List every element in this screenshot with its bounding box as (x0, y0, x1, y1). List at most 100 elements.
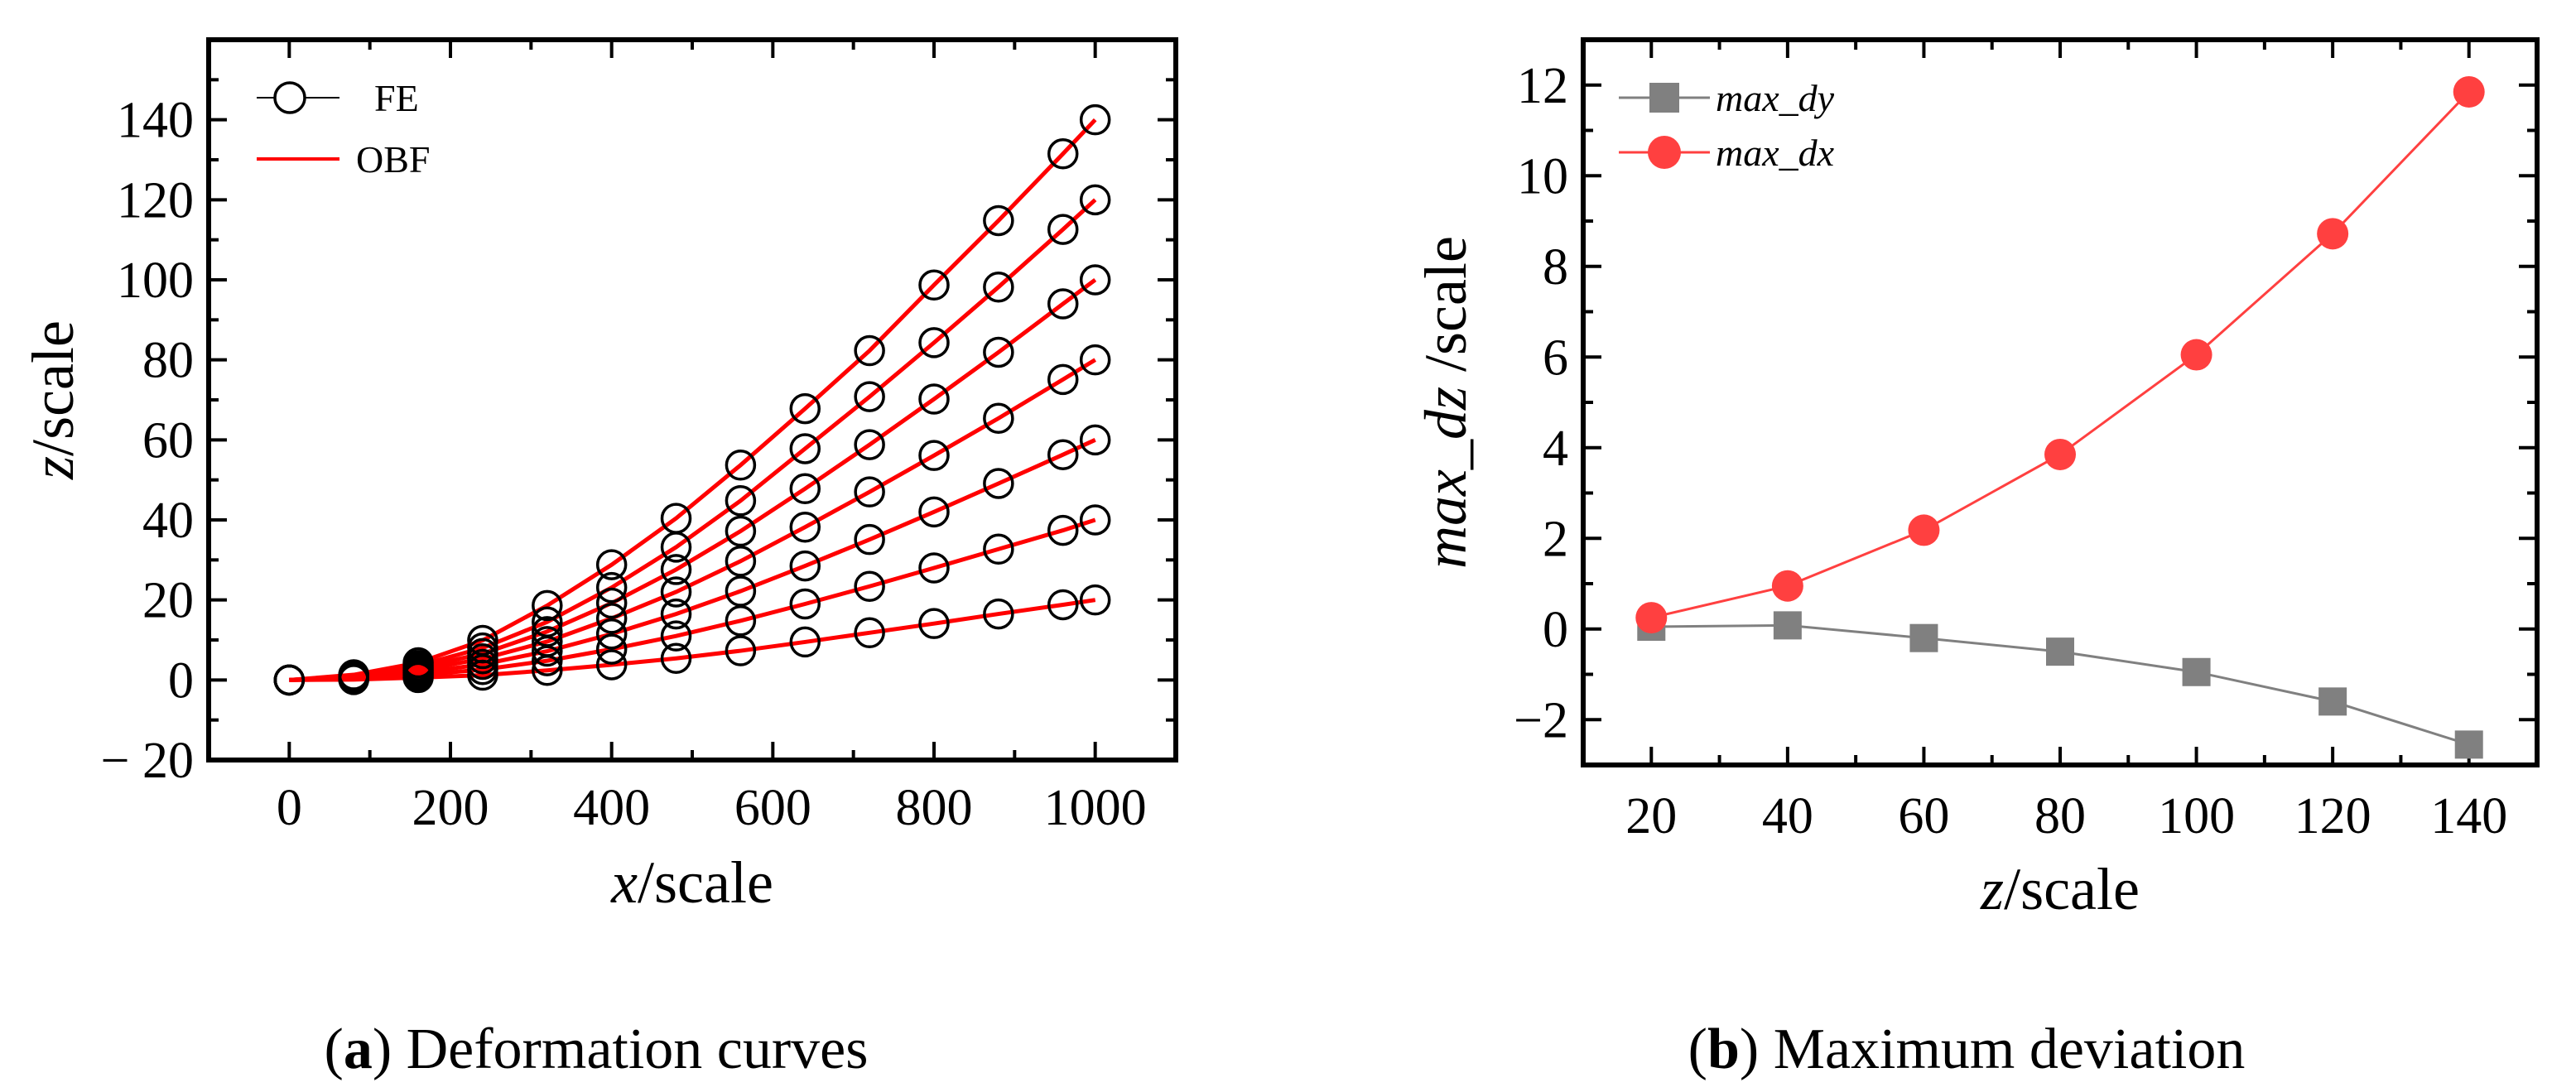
y-tick-label: 0 (168, 652, 194, 709)
y-axis-variable: max_dz (1413, 387, 1479, 569)
chart-a-y-axis-label: z/scale (20, 320, 86, 480)
fe-point (1079, 264, 1111, 296)
fe-point (854, 381, 885, 412)
chart-a-tick-labels: 0 200 400 600 800 1000 − 20 0 20 40 60 80 100 120 140 (101, 93, 1147, 836)
y-tick-label: 12 (1517, 58, 1568, 114)
y-tick-label: 2 (1543, 511, 1568, 567)
fe-point (595, 649, 628, 681)
chart-a: 0 200 400 600 800 1000− 20020406080100120140 … (20, 37, 1178, 1081)
max_dx-point (1908, 514, 1940, 546)
x-axis-variable: z (1980, 856, 2004, 922)
x-tick-label: 0 (277, 780, 302, 836)
fe-point (918, 440, 950, 471)
legend-fe-marker (273, 81, 306, 114)
fe-point (532, 589, 563, 622)
max_dy-point (2182, 657, 2211, 686)
fe-point (595, 587, 628, 619)
x-tick-label: 800 (896, 780, 973, 836)
fe-point (595, 618, 628, 650)
max_dx-point (2317, 218, 2349, 250)
max_dx-point (1635, 602, 1668, 634)
y-tick-label: 40 (142, 493, 194, 549)
chart-a-ticks (207, 38, 1177, 762)
y-tick-label: − 20 (101, 733, 194, 789)
fe-point (789, 511, 821, 543)
fe-point (1047, 589, 1079, 621)
max_dx-point (2453, 75, 2485, 108)
fe-point (983, 468, 1014, 499)
fe-point (983, 402, 1014, 434)
fe-point (918, 552, 950, 584)
y-tick-label: 100 (117, 253, 194, 309)
fe-point (532, 606, 563, 637)
legend-max-dy-label: max_dy (1716, 77, 1835, 119)
chart-b-series (1635, 75, 2485, 759)
obf-curve-140 (289, 118, 1097, 682)
fe-point (660, 620, 692, 652)
fe-point (660, 598, 692, 630)
x-tick-label: 1000 (1044, 780, 1147, 836)
legend-max-dx-label: max_dx (1716, 132, 1835, 174)
fe-point (725, 546, 757, 577)
x-tick-label: 600 (734, 780, 811, 836)
max_dx-point (2044, 438, 2076, 470)
y-tick-label: 6 (1543, 330, 1568, 386)
chart-b-x-axis-label: z/scale (1980, 856, 2140, 922)
fe-point (532, 616, 563, 647)
fe-point (660, 642, 692, 674)
fe-point (725, 515, 757, 547)
fe-point (789, 392, 821, 425)
fe-point (725, 575, 757, 607)
fe-point (789, 588, 821, 620)
fe-point (1079, 184, 1111, 216)
fe-point (983, 204, 1014, 237)
chart-b-y-axis-label: max_dz /scale (1413, 236, 1479, 569)
legend-fe-label: FE (374, 77, 419, 119)
fe-point (660, 576, 692, 608)
fe-point (918, 269, 950, 301)
fe-point (918, 496, 950, 528)
fe-point (1079, 103, 1111, 136)
fe-point (467, 632, 498, 664)
max_dx-point (2180, 339, 2212, 371)
fe-point (789, 433, 821, 464)
fe-point (983, 336, 1014, 368)
chart-b-legend: max_dy max_dx (1619, 77, 1835, 174)
fe-point (725, 485, 757, 517)
fe-point (273, 664, 306, 696)
y-tick-label: 80 (142, 333, 194, 389)
fe-point (1047, 138, 1079, 170)
x-tick-label: 40 (1762, 788, 1813, 844)
chart-a-x-axis-label: x/scale (610, 849, 773, 916)
fe-point (918, 383, 950, 415)
fe-point (402, 647, 434, 679)
fe-point (725, 635, 757, 666)
max_dy-point (2318, 687, 2347, 716)
caption-a-letter: a (344, 1017, 373, 1081)
fe-point (1047, 514, 1079, 546)
x-tick-label: 100 (2158, 788, 2235, 844)
caption-b-letter: b (1707, 1017, 1740, 1081)
fe-point (595, 571, 628, 604)
legend-obf-label: OBF (356, 138, 430, 180)
y-axis-unit: /scale (1413, 236, 1479, 387)
y-tick-label: 60 (142, 412, 194, 469)
fe-point (854, 617, 885, 649)
caption-a: (a) Deformation curves (325, 1017, 869, 1081)
fe-point (854, 476, 885, 508)
fe-point (1079, 584, 1111, 616)
fe-point (1047, 288, 1079, 320)
x-axis-variable: x (610, 849, 638, 916)
y-tick-label: 0 (1543, 602, 1568, 658)
obf-curve-100 (289, 277, 1097, 682)
fe-curve-140 (289, 118, 1096, 681)
chart-a-series (273, 103, 1111, 696)
max_dy-point (2046, 637, 2074, 666)
fe-point (338, 659, 369, 690)
x-tick-label: 140 (2430, 788, 2507, 844)
y-tick-label: 8 (1543, 239, 1568, 296)
fe-point (854, 523, 885, 556)
fe-point (1047, 439, 1079, 470)
caption-a-text: ) Deformation curves (373, 1017, 869, 1081)
